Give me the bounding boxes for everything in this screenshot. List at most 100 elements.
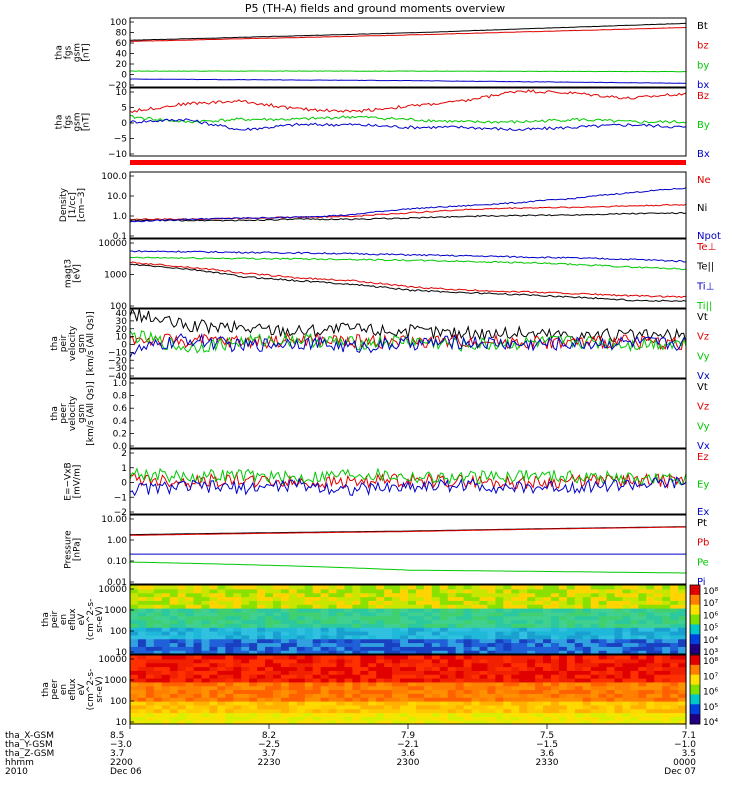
spectrogram-cell bbox=[638, 716, 647, 721]
spectrogram-cell bbox=[233, 631, 242, 636]
spectrogram-cell bbox=[249, 611, 258, 617]
spectrogram-cell bbox=[304, 689, 314, 694]
spectrogram-cell bbox=[296, 678, 306, 683]
spectrogram-cell bbox=[145, 588, 155, 594]
spectrogram-cell bbox=[400, 627, 409, 632]
spectrogram-cell bbox=[598, 681, 608, 687]
spectrogram-cell bbox=[169, 631, 179, 636]
spectrogram-cell bbox=[288, 600, 298, 605]
spectrogram-cell bbox=[503, 704, 512, 710]
spectrogram-cell bbox=[415, 600, 425, 605]
spectrogram-cell bbox=[550, 631, 560, 636]
spectrogram-cell bbox=[415, 596, 425, 601]
spectrogram-cell bbox=[614, 674, 624, 679]
spectrogram-cell bbox=[304, 646, 314, 651]
spectrogram-cell bbox=[455, 604, 465, 609]
spectrogram-cell bbox=[582, 646, 592, 651]
spectrogram-cell bbox=[574, 600, 584, 605]
spectrogram-cell bbox=[384, 585, 393, 590]
spectrogram-cell bbox=[344, 720, 353, 725]
spectrogram-cell bbox=[511, 631, 520, 636]
spectrogram-cell bbox=[423, 689, 433, 694]
spectrogram-cell bbox=[257, 704, 266, 710]
spectrogram-cell bbox=[550, 627, 560, 632]
spectrogram-cell bbox=[257, 608, 266, 613]
spectrogram-cell bbox=[153, 627, 163, 632]
y-axis-label: peir bbox=[50, 610, 60, 628]
spectrogram-cell bbox=[320, 701, 330, 706]
spectrogram-cell bbox=[574, 627, 584, 632]
spectrogram-cell bbox=[503, 685, 512, 691]
spectrogram-cell bbox=[241, 666, 250, 671]
spectrogram-cell bbox=[130, 619, 139, 624]
spectrogram-cell bbox=[574, 689, 584, 694]
spectrogram-cell bbox=[535, 681, 544, 687]
spectrogram-cell bbox=[344, 655, 353, 660]
spectrogram-cell bbox=[137, 596, 147, 601]
spectrogram-cell bbox=[503, 585, 512, 590]
spectrogram-cell bbox=[511, 716, 520, 721]
spectrogram-cell bbox=[169, 611, 179, 617]
spectrogram-cell bbox=[392, 704, 401, 710]
spectrogram-cell bbox=[280, 697, 290, 702]
spectrogram-cell bbox=[495, 646, 504, 651]
spectrogram-cell bbox=[336, 704, 346, 710]
spectrogram-cell bbox=[495, 608, 504, 613]
spectrogram-cell bbox=[177, 701, 187, 706]
spectrogram-cell bbox=[614, 642, 624, 647]
spectrogram-cell bbox=[217, 611, 226, 617]
spectrogram-cell bbox=[479, 596, 489, 601]
spectrogram-cell bbox=[137, 634, 147, 640]
spectrogram-cell bbox=[479, 650, 489, 655]
spectrogram-cell bbox=[590, 693, 600, 698]
spectrogram-cell bbox=[503, 604, 512, 609]
spectrogram-cell bbox=[606, 646, 616, 651]
spectrogram-cell bbox=[376, 596, 385, 601]
spectrogram-cell bbox=[249, 678, 258, 683]
spectrogram-cell bbox=[201, 588, 211, 594]
spectrogram-cell bbox=[495, 658, 504, 664]
spectrogram-cell bbox=[193, 604, 203, 609]
spectrogram-cell bbox=[280, 592, 290, 598]
spectrogram-cell bbox=[241, 585, 250, 590]
spectrogram-cell bbox=[447, 623, 457, 628]
spectrogram-cell bbox=[384, 588, 393, 594]
spectrogram-cell bbox=[606, 658, 616, 664]
spectrogram-cell bbox=[439, 615, 449, 621]
spectrogram-cell bbox=[519, 655, 528, 660]
spectrogram-cell bbox=[678, 634, 687, 640]
spectrogram-cell bbox=[209, 600, 218, 605]
spectrogram-cell bbox=[137, 604, 147, 609]
spectrogram-cell bbox=[527, 642, 536, 647]
spectrogram-cell bbox=[288, 650, 298, 655]
spectrogram-cell bbox=[296, 712, 306, 717]
spectrogram-cell bbox=[368, 642, 377, 647]
spectrogram-cell bbox=[479, 681, 489, 687]
spectrogram-cell bbox=[185, 619, 195, 624]
spectrogram-cell bbox=[487, 681, 496, 687]
spectrogram-cell bbox=[447, 689, 457, 694]
series-line-density-0 bbox=[129, 203, 687, 221]
spectrogram-cell bbox=[662, 596, 671, 601]
spectrogram-cell bbox=[574, 615, 584, 621]
spectrogram-cell bbox=[280, 638, 290, 644]
spectrogram-cell bbox=[550, 623, 560, 628]
spectrogram-cell bbox=[519, 697, 528, 702]
spectrogram-cell bbox=[423, 670, 433, 675]
spectrogram-cell bbox=[249, 585, 258, 590]
spectrogram-cell bbox=[392, 701, 401, 706]
spectrogram-cell bbox=[582, 611, 592, 617]
spectrogram-cell bbox=[646, 611, 655, 617]
spectrogram-cell bbox=[415, 631, 425, 636]
spectrogram-cell bbox=[408, 631, 417, 636]
spectrogram-cell bbox=[368, 615, 377, 621]
spectrogram-cell bbox=[630, 604, 639, 609]
spectrogram-cell bbox=[527, 623, 536, 628]
spectrogram-cell bbox=[630, 588, 639, 594]
spectrogram-cell bbox=[336, 592, 346, 598]
spectrogram-cell bbox=[137, 712, 147, 717]
spectrogram-cell bbox=[392, 600, 401, 605]
spectrogram-cell bbox=[145, 712, 155, 717]
spectrogram-cell bbox=[670, 608, 679, 613]
